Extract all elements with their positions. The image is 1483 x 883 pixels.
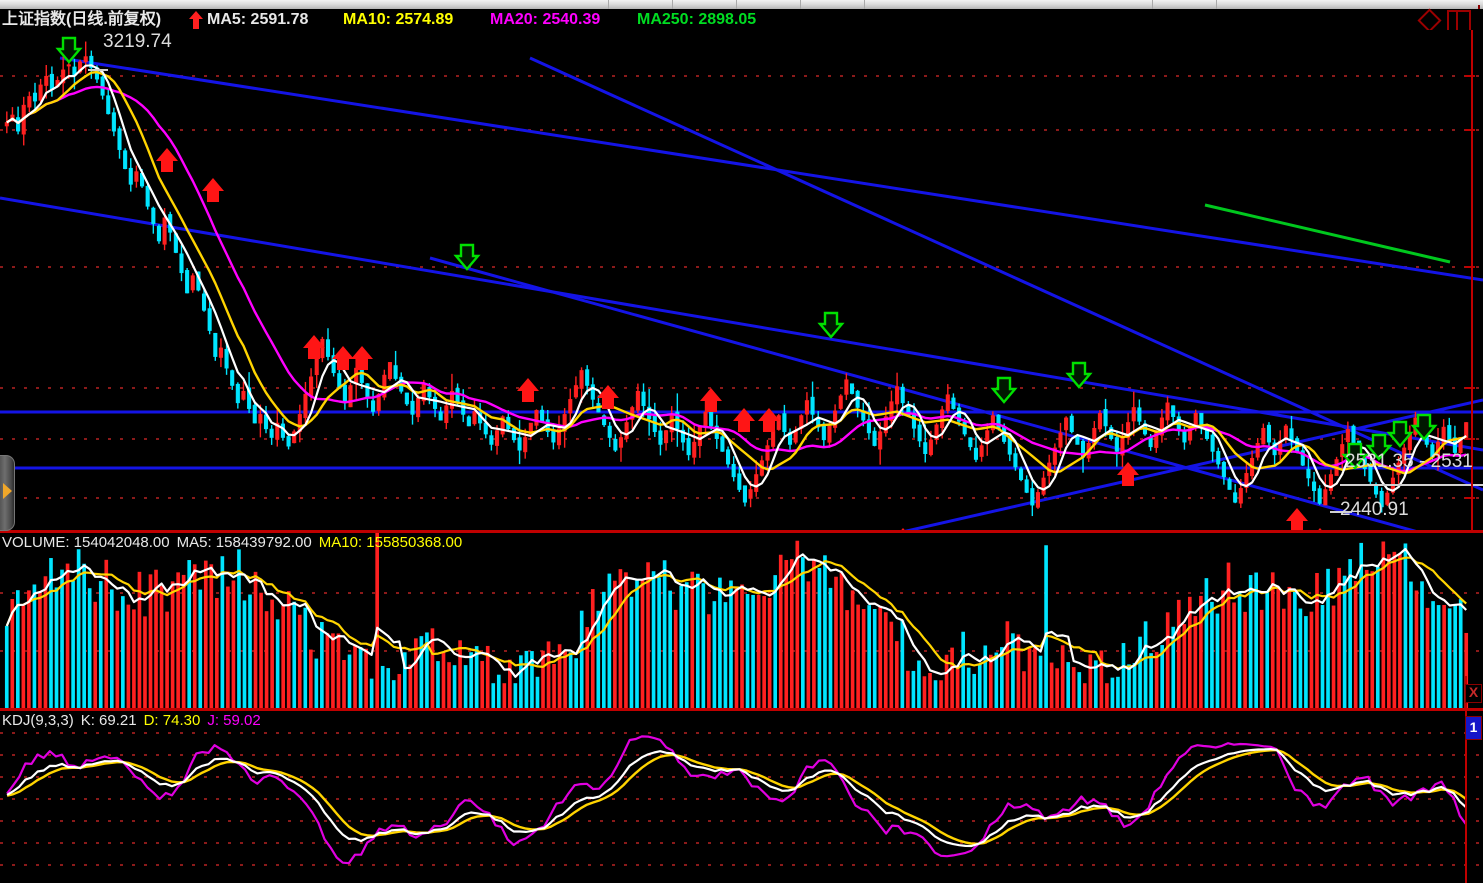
panel-divider-volume bbox=[0, 530, 1483, 533]
high-price-annotation: 3219.74 bbox=[103, 31, 172, 52]
window-toolbar[interactable] bbox=[0, 0, 1483, 9]
range-price-annotation: 2531.35 - 2531 bbox=[1345, 451, 1473, 472]
right-rail bbox=[1465, 676, 1467, 883]
volume-ma5-value: MA5: 158439792.00 bbox=[176, 534, 312, 551]
play-triangle-icon bbox=[3, 483, 12, 499]
kdj-k-value: K: 69.21 bbox=[80, 712, 137, 729]
quote-header: 上证指数(日线.前复权) MA5: 2591.78 MA10: 2574.89 … bbox=[0, 9, 1483, 30]
ma20-readout: MA20: 2540.39 bbox=[490, 11, 601, 28]
close-icon[interactable]: X bbox=[1465, 684, 1482, 703]
kdj-panel[interactable]: KDJ(9,3,3) K: 69.21 D: 74.30 J: 59.02 bbox=[0, 711, 1483, 883]
symbol-title[interactable]: 上证指数(日线.前复权) bbox=[2, 11, 162, 28]
ma10-readout: MA10: 2574.89 bbox=[343, 11, 454, 28]
up-arrow-icon bbox=[189, 11, 203, 29]
kdj-d-value: D: 74.30 bbox=[143, 712, 201, 729]
volume-value: VOLUME: 154042048.00 bbox=[2, 534, 170, 551]
ma250-readout: MA250: 2898.05 bbox=[637, 11, 757, 28]
low-price-annotation: 2440.91 bbox=[1340, 499, 1409, 520]
kdj-j-value: J: 59.02 bbox=[207, 712, 261, 729]
split-pane-icon[interactable] bbox=[1447, 10, 1471, 32]
diamond-icon[interactable] bbox=[1417, 8, 1442, 33]
expand-sidebar-handle[interactable] bbox=[0, 455, 15, 531]
volume-panel[interactable]: VOLUME: 154042048.00 MA5: 158439792.00 MA1… bbox=[0, 533, 1483, 708]
cycle-indicator[interactable]: 1 bbox=[1465, 716, 1482, 740]
toolbar-indicator bbox=[1478, 5, 1480, 9]
ma5-readout: MA5: 2591.78 bbox=[207, 11, 309, 28]
volume-ma10-value: MA10: 155850368.00 bbox=[318, 534, 463, 551]
volume-panel-label: VOLUME: 154042048.00 MA5: 158439792.00 MA1… bbox=[2, 534, 469, 551]
kdj-name: KDJ(9,3,3) bbox=[2, 712, 74, 729]
kdj-panel-label: KDJ(9,3,3) K: 69.21 D: 74.30 J: 59.02 bbox=[2, 712, 268, 729]
price-axis-rail bbox=[1471, 30, 1473, 530]
price-chart-panel[interactable] bbox=[0, 30, 1483, 530]
panel-divider-kdj bbox=[0, 708, 1483, 711]
